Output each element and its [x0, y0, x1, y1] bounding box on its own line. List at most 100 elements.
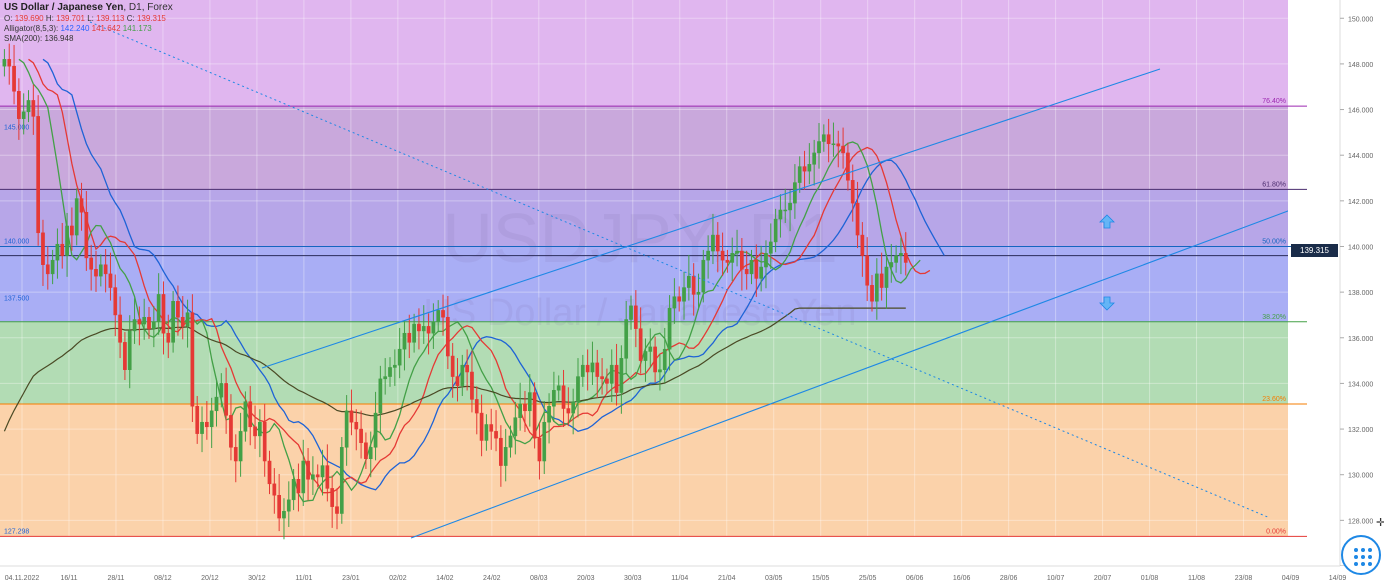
candle-body	[151, 321, 156, 329]
candle-body	[821, 134, 826, 142]
candle-body	[889, 262, 894, 268]
candle-body	[600, 376, 604, 380]
candle-body	[315, 474, 320, 478]
candle-body	[383, 376, 388, 380]
chart-legend: US Dollar / Japanese Yen, D1, Forex O: 1…	[4, 2, 173, 43]
candle-body	[571, 401, 576, 414]
channel-lower-trendline	[410, 201, 1313, 539]
candle-body	[874, 273, 879, 302]
candle-body	[320, 465, 325, 478]
candle-body	[402, 332, 407, 350]
candle-body	[494, 431, 498, 439]
candle-body	[725, 259, 730, 263]
candle-body	[378, 378, 383, 414]
candle-body	[2, 59, 7, 67]
candle-body	[744, 269, 749, 275]
candle-body	[513, 417, 518, 437]
candle-body	[450, 355, 455, 377]
candle-body	[653, 346, 657, 373]
watermark-name: US Dollar / Japanese Yen	[423, 292, 856, 334]
candle-body	[841, 145, 845, 154]
fib-zone	[0, 403, 1288, 537]
candle-body	[489, 424, 494, 432]
time-axis-panel	[0, 566, 1384, 586]
grid-dot-icon	[1354, 548, 1358, 552]
candle-body	[754, 259, 759, 279]
candle-body	[474, 399, 479, 414]
candle-body	[31, 100, 36, 117]
sma-row: SMA(200): 136.948	[4, 34, 74, 43]
candle-body	[894, 255, 898, 263]
fib-level-label: 50.00%	[1262, 238, 1286, 245]
candle-body	[267, 460, 272, 485]
candle-body	[850, 180, 855, 204]
time-tick-label: 14/09	[1329, 575, 1347, 582]
candle-body	[682, 287, 686, 302]
candle-body	[137, 319, 142, 325]
candle-body	[802, 166, 807, 172]
time-tick-label: 14/02	[436, 575, 454, 582]
time-tick-label: 28/06	[1000, 575, 1018, 582]
candle-body	[397, 348, 402, 366]
candle-body	[846, 152, 850, 181]
price-tick-label: 132.000	[1348, 427, 1373, 434]
candle-body	[296, 479, 301, 494]
candle-body	[783, 209, 788, 212]
sma-value: 136.948	[44, 34, 74, 43]
candle-body	[499, 437, 503, 466]
close-value: 139.315	[136, 14, 166, 23]
dotted-trendline	[89, 21, 1271, 519]
time-tick-label: 04.11.2022	[5, 575, 40, 582]
candle-body	[209, 410, 214, 428]
candle-body	[103, 264, 108, 275]
candle-body	[759, 266, 763, 279]
symbol-name: US Dollar / Japanese Yen	[4, 2, 124, 13]
candle-body	[807, 164, 812, 172]
candle-body	[147, 316, 151, 329]
candle-body	[460, 364, 465, 386]
price-tick-label: 134.000	[1348, 381, 1373, 388]
time-tick-label: 24/02	[483, 575, 501, 582]
candle-body	[566, 408, 571, 414]
candle-body	[368, 447, 373, 459]
candle-body	[248, 401, 253, 428]
candle-body	[778, 209, 783, 220]
fib-level-label: 38.20%	[1262, 314, 1286, 321]
apps-menu-button[interactable]	[1341, 535, 1381, 575]
candle-body	[417, 323, 421, 332]
candle-body	[17, 91, 21, 119]
price-tick-label: 140.000	[1348, 244, 1373, 251]
candle-body	[658, 369, 662, 373]
candle-body	[142, 316, 147, 325]
grid-dot-icon	[1361, 555, 1365, 559]
candle-body	[855, 202, 860, 236]
candle-body	[180, 316, 185, 327]
price-tick-label: 148.000	[1348, 62, 1373, 69]
candle-body	[523, 403, 527, 412]
time-tick-label: 01/08	[1141, 575, 1159, 582]
candle-body	[258, 421, 262, 437]
time-tick-label: 06/06	[906, 575, 924, 582]
candle-body	[243, 401, 248, 432]
candle-body	[89, 257, 94, 270]
candle-body	[238, 431, 243, 462]
candle-body	[253, 426, 257, 437]
time-tick-label: 30/03	[624, 575, 642, 582]
candle-body	[392, 364, 397, 368]
candle-body	[70, 225, 74, 236]
candle-body	[696, 291, 701, 295]
candle-body	[826, 134, 831, 145]
candle-body	[339, 447, 344, 514]
candle-body	[629, 305, 633, 320]
alligator-jaw: 142.240	[60, 24, 90, 33]
low-value: 139.113	[96, 14, 125, 23]
price-tick-label: 146.000	[1348, 108, 1373, 115]
time-tick-label: 20/12	[201, 575, 219, 582]
time-tick-label: 15/05	[812, 575, 830, 582]
alligator-teeth: 141.642	[91, 24, 121, 33]
watermark-symbol: USDJPY, D1	[442, 199, 838, 277]
candle-body	[884, 266, 889, 288]
candle-body	[860, 234, 865, 256]
buy-arrow-icon	[1099, 214, 1115, 229]
